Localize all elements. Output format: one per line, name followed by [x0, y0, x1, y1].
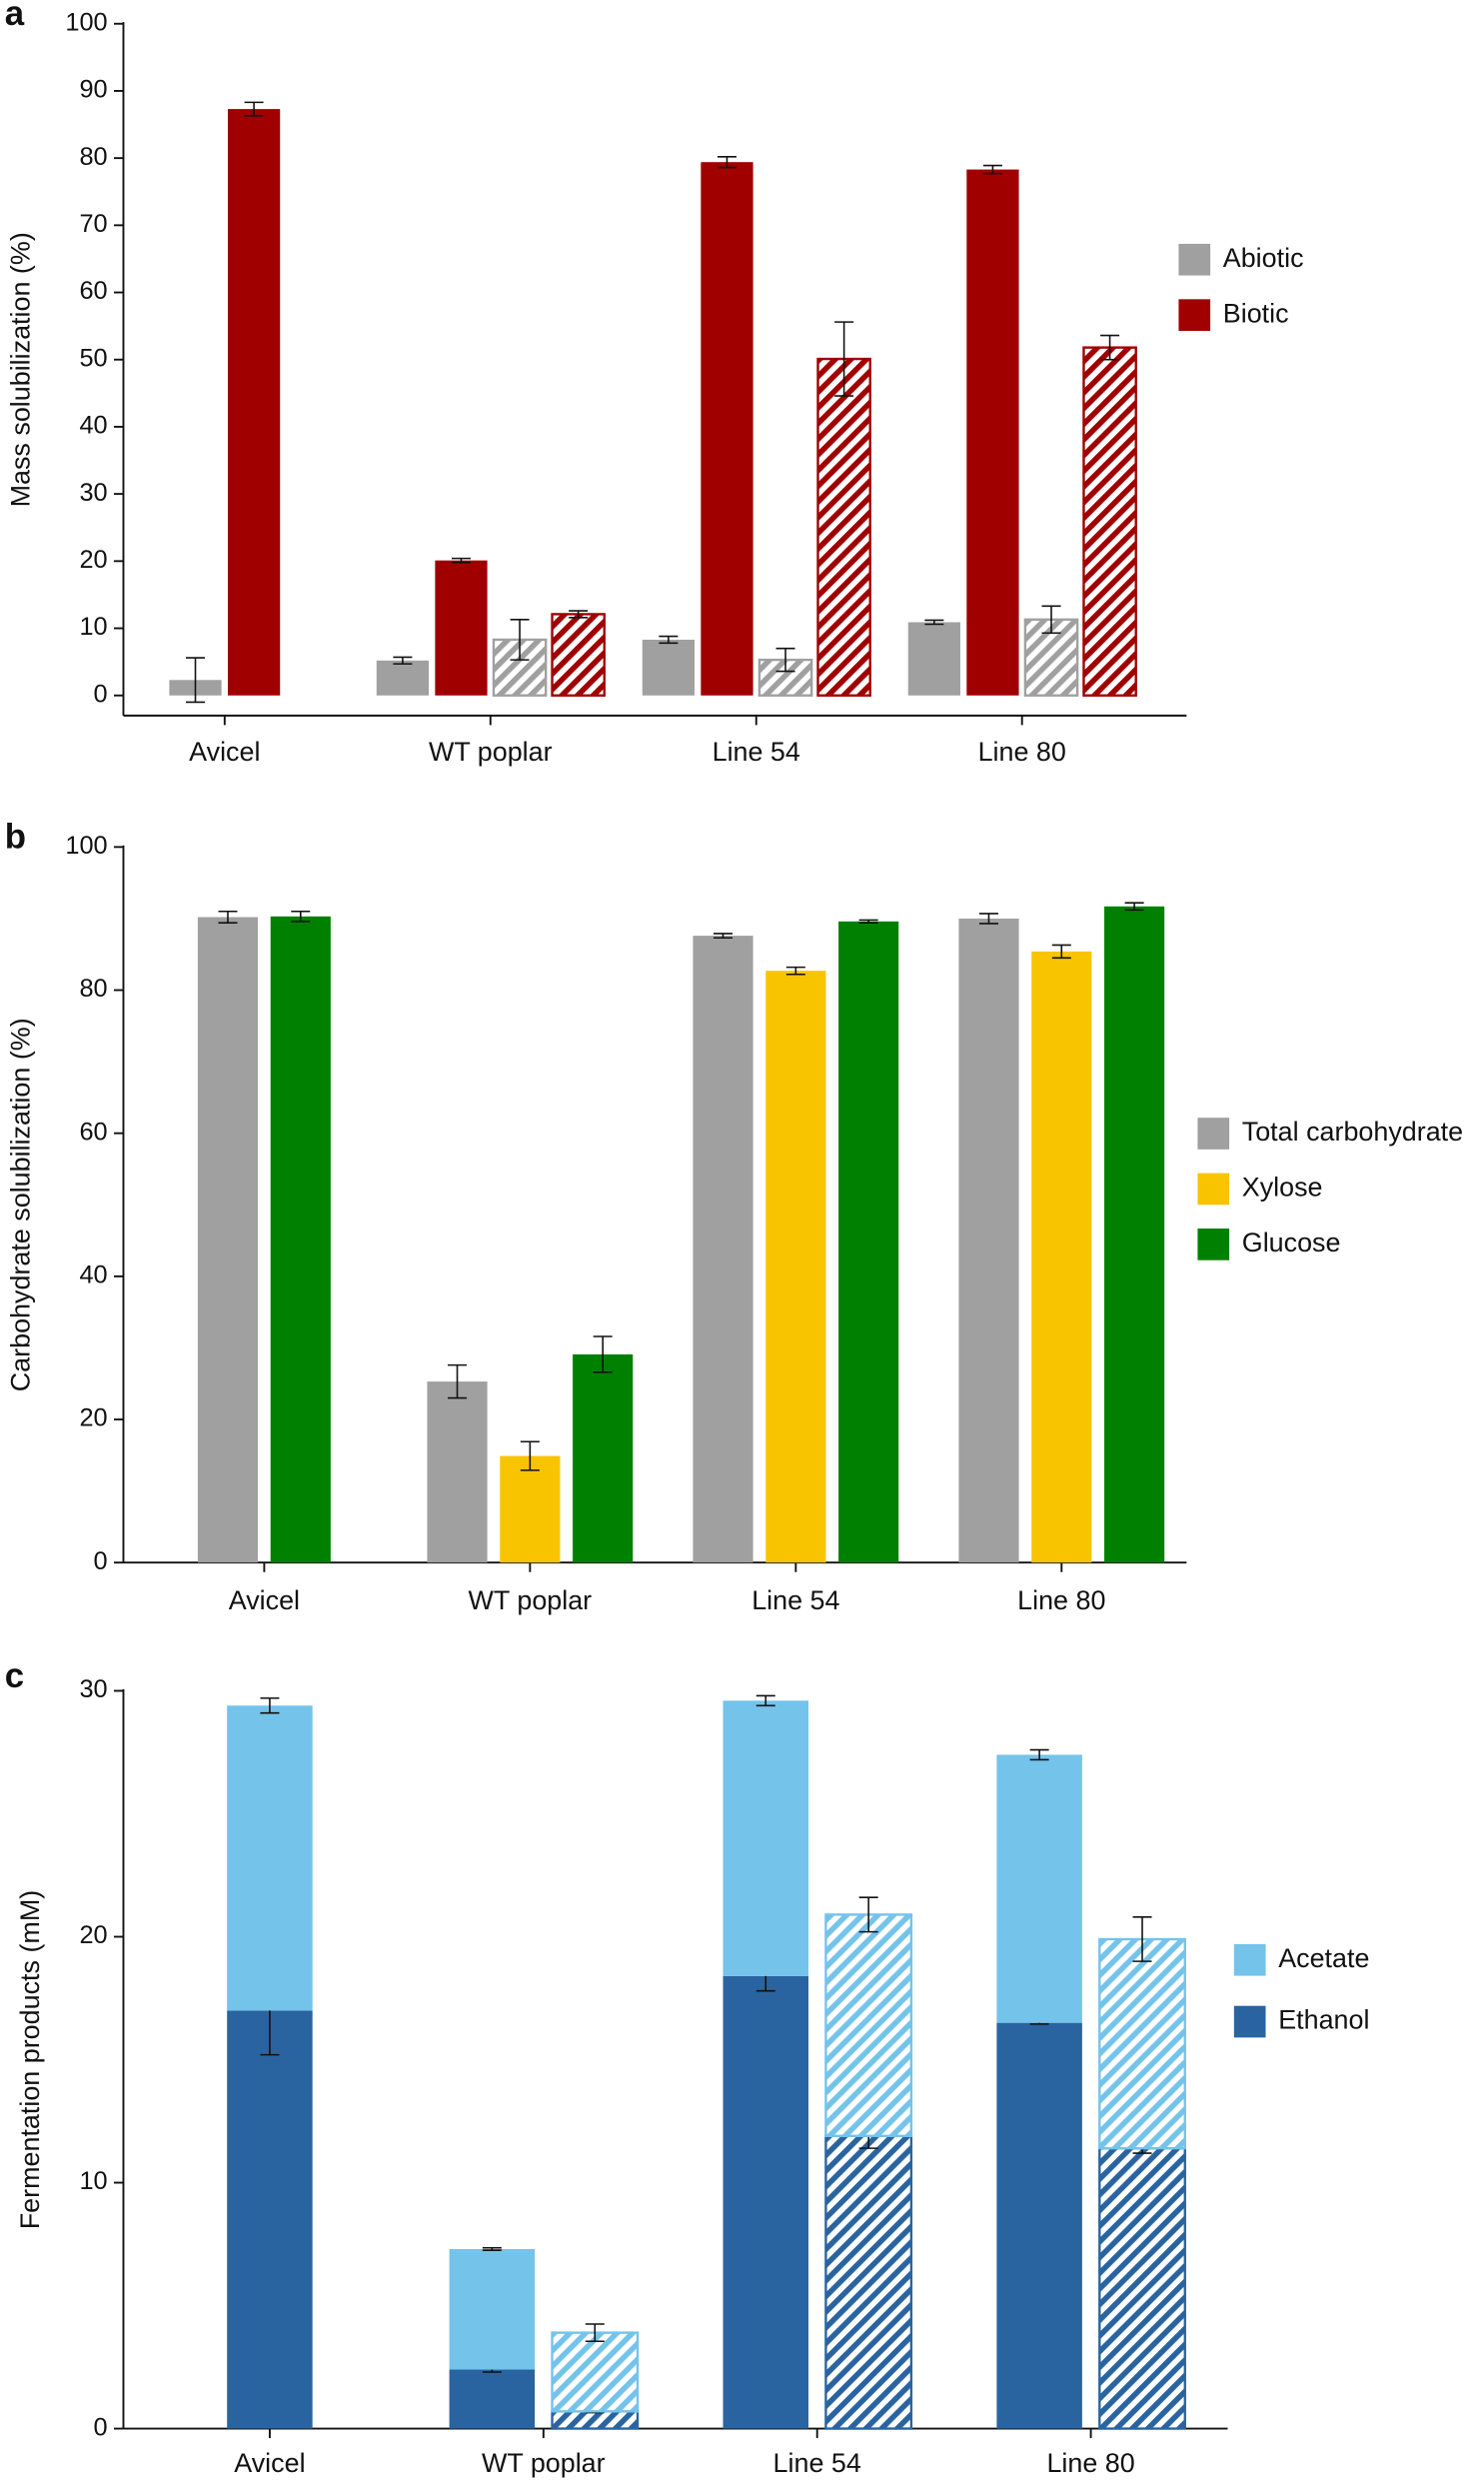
- y-tick-label: 100: [65, 832, 107, 860]
- y-tick-label: 0: [94, 1547, 108, 1575]
- hatched-bar: [1082, 346, 1137, 697]
- x-tick-label: WT poplar: [482, 2448, 606, 2478]
- bar: [693, 936, 753, 1563]
- x-tick-label: WT poplar: [429, 737, 553, 767]
- x-tick-label: Avicel: [189, 737, 260, 767]
- y-tick-label: 0: [94, 680, 108, 708]
- y-tick-label: 50: [79, 344, 107, 372]
- y-tick-label: 0: [94, 2413, 108, 2441]
- bar: [573, 1353, 634, 1563]
- x-tick-label: Line 54: [713, 737, 800, 767]
- x-tick-label: Line 54: [773, 2448, 861, 2478]
- legend-label: Xylose: [1242, 1173, 1323, 1203]
- bar-segment: [227, 1705, 313, 2011]
- bar: [966, 169, 1019, 696]
- bar: [435, 560, 488, 696]
- bar-segment: [227, 2010, 313, 2429]
- x-tick-label: Line 80: [1017, 1585, 1105, 1615]
- bar-segment: [996, 2022, 1082, 2429]
- bar-segment: [723, 1700, 808, 1976]
- hatched-bar-segment: [824, 1913, 913, 2137]
- bar: [197, 917, 259, 1563]
- x-tick-label: Line 80: [978, 737, 1066, 767]
- bar: [1031, 951, 1092, 1563]
- hatched-bar: [816, 357, 871, 697]
- bar: [765, 971, 826, 1563]
- y-tick-label: 40: [79, 1261, 107, 1289]
- legend-label: Acetate: [1278, 1943, 1369, 1973]
- x-tick-label: Avicel: [229, 1585, 300, 1615]
- bar: [376, 660, 430, 696]
- legend-swatch: [1233, 2005, 1266, 2038]
- bar: [907, 622, 960, 696]
- hatched-bar-segment: [1098, 1937, 1186, 2150]
- x-tick-label: Line 54: [751, 1585, 839, 1615]
- y-tick-label: 90: [79, 76, 107, 104]
- legend-swatch: [1197, 1173, 1230, 1206]
- x-tick-label: WT poplar: [469, 1585, 593, 1615]
- bar: [701, 162, 753, 696]
- legend-swatch: [1178, 299, 1211, 332]
- y-tick-label: 30: [79, 479, 107, 507]
- bar-segment: [449, 2369, 536, 2429]
- legend-label: Biotic: [1223, 298, 1289, 328]
- bar-segment: [449, 2248, 536, 2370]
- legend-swatch: [1233, 1943, 1266, 1976]
- x-tick-label: Line 80: [1046, 2448, 1134, 2478]
- y-axis-label: Mass solubilization (%): [5, 232, 35, 507]
- bar-segment: [996, 1754, 1082, 2023]
- hatched-bar-segment: [1098, 2146, 1186, 2430]
- legend-swatch: [1197, 1229, 1230, 1260]
- panel-label: c: [5, 1656, 24, 1695]
- y-tick-label: 80: [79, 975, 107, 1003]
- panel-label: b: [5, 818, 26, 857]
- y-tick-label: 20: [79, 1404, 107, 1432]
- bar: [500, 1455, 561, 1563]
- hatched-bar-segment: [824, 2134, 913, 2430]
- y-tick-label: 20: [79, 1921, 107, 1949]
- hatched-bar-segment: [551, 2410, 640, 2430]
- x-tick-label: Avicel: [234, 2448, 305, 2478]
- legend-swatch: [1197, 1118, 1230, 1150]
- bar-segment: [723, 1975, 808, 2429]
- y-tick-label: 40: [79, 412, 107, 440]
- y-axis-label: Carbohydrate solubilization (%): [5, 1018, 35, 1391]
- y-axis-label: Fermentation products (mM): [15, 1890, 45, 2229]
- y-tick-label: 20: [79, 546, 107, 574]
- bar: [270, 916, 331, 1563]
- bar: [427, 1381, 488, 1563]
- y-tick-label: 30: [79, 1675, 107, 1703]
- legend-label: Abiotic: [1223, 243, 1304, 273]
- hatched-bar-segment: [551, 2331, 640, 2413]
- y-tick-label: 60: [79, 277, 107, 305]
- y-tick-label: 10: [79, 2167, 107, 2195]
- legend-swatch: [1178, 243, 1211, 276]
- bar: [227, 109, 281, 696]
- legend-label: Total carbohydrate: [1242, 1117, 1463, 1147]
- y-tick-label: 10: [79, 613, 107, 641]
- bar: [642, 639, 696, 696]
- hatched-bar: [551, 613, 606, 697]
- y-tick-label: 60: [79, 1118, 107, 1146]
- bar: [1104, 906, 1165, 1563]
- legend-label: Glucose: [1242, 1228, 1341, 1257]
- bar: [838, 921, 899, 1563]
- bar: [958, 918, 1019, 1563]
- y-tick-label: 100: [65, 8, 107, 36]
- y-tick-label: 70: [79, 210, 107, 238]
- legend-label: Ethanol: [1278, 2005, 1369, 2035]
- y-tick-label: 80: [79, 143, 107, 171]
- panel-label: a: [5, 0, 25, 33]
